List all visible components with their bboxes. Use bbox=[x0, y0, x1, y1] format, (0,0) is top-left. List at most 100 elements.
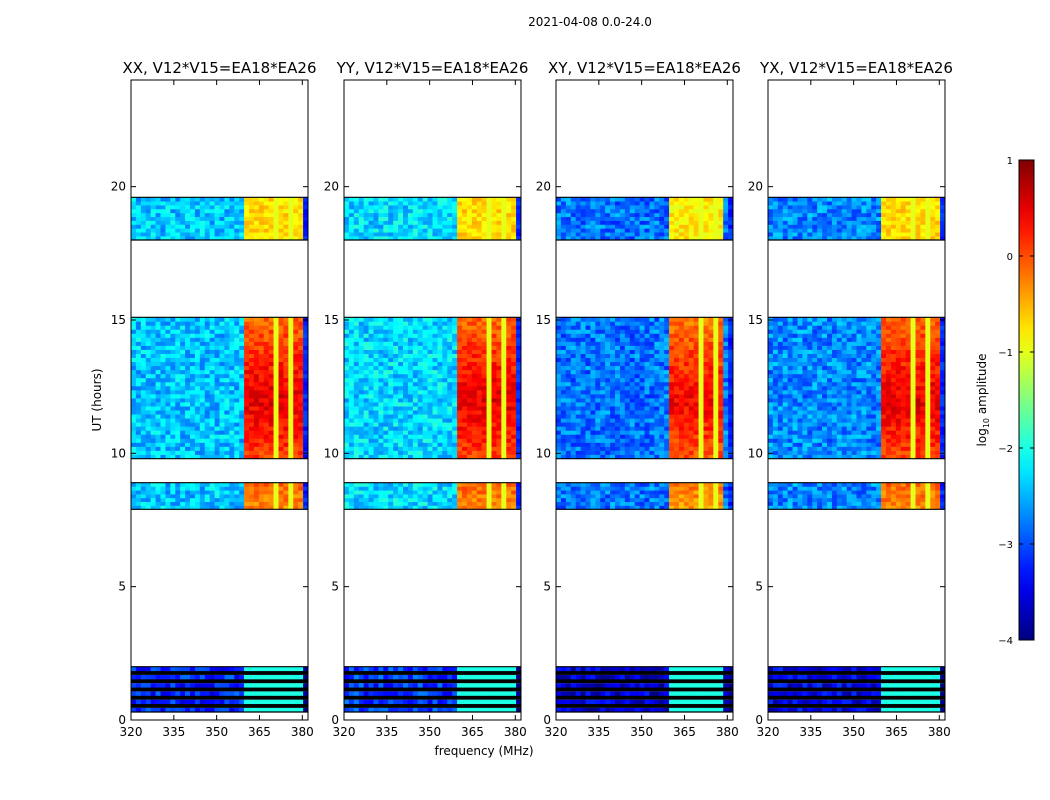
heatmap-cell bbox=[447, 236, 453, 241]
heatmap-cell bbox=[466, 381, 473, 387]
heatmap-cell bbox=[145, 365, 151, 371]
heatmap-cell bbox=[353, 224, 360, 229]
heatmap-cell bbox=[378, 216, 384, 221]
heatmap-cell bbox=[462, 377, 468, 383]
heatmap-cell bbox=[175, 317, 181, 322]
heatmap-cell bbox=[516, 505, 522, 510]
heatmap-cell bbox=[298, 430, 304, 435]
heatmap-cell bbox=[590, 699, 596, 705]
heatmap-cell bbox=[170, 683, 176, 688]
heatmap-cell bbox=[131, 442, 137, 447]
heatmap-cell bbox=[283, 422, 289, 427]
heatmap-cell bbox=[288, 373, 294, 379]
heatmap-cell bbox=[442, 321, 448, 326]
heatmap-cell bbox=[214, 426, 220, 431]
heatmap-cell bbox=[258, 381, 265, 387]
heatmap-cell bbox=[373, 414, 379, 419]
heatmap-cell bbox=[131, 345, 137, 350]
heatmap-cell bbox=[194, 390, 201, 395]
heatmap-cell bbox=[471, 699, 478, 705]
heatmap-cell bbox=[175, 505, 181, 510]
heatmap-cell bbox=[368, 430, 374, 435]
heatmap-cell bbox=[378, 228, 384, 233]
heatmap-cell bbox=[224, 490, 230, 495]
heatmap-cell bbox=[229, 394, 235, 399]
heatmap-cell bbox=[239, 349, 245, 354]
heatmap-cell bbox=[432, 224, 438, 229]
heatmap-cell bbox=[407, 212, 414, 218]
heatmap-cell bbox=[585, 454, 591, 459]
heatmap-cell bbox=[214, 321, 220, 326]
heatmap-cell bbox=[486, 674, 492, 680]
heatmap-cell bbox=[669, 505, 675, 510]
heatmap-cell bbox=[605, 486, 611, 491]
heatmap-cell bbox=[462, 505, 468, 510]
heatmap-cell bbox=[190, 385, 196, 391]
heatmap-cell bbox=[501, 357, 507, 363]
heatmap-cell bbox=[180, 212, 186, 218]
heatmap-cell bbox=[219, 224, 225, 229]
heatmap-cell bbox=[239, 707, 245, 713]
heatmap-cell bbox=[170, 699, 176, 705]
heatmap-cell bbox=[278, 390, 284, 395]
heatmap-cell bbox=[155, 345, 161, 350]
heatmap-cell bbox=[135, 325, 142, 330]
heatmap-cell bbox=[353, 434, 360, 439]
panel-title: YY, V12*V15=EA18*EA26 bbox=[336, 59, 529, 77]
heatmap-cell bbox=[253, 406, 260, 411]
heatmap-cell bbox=[278, 666, 284, 672]
heatmap-cell bbox=[516, 365, 522, 371]
heatmap-cell bbox=[234, 426, 240, 431]
heatmap-cell bbox=[204, 446, 210, 451]
heatmap-cell bbox=[155, 707, 161, 713]
heatmap-cell bbox=[393, 216, 399, 221]
heatmap-cell bbox=[398, 494, 404, 499]
heatmap-cell bbox=[244, 486, 250, 491]
heatmap-cell bbox=[516, 321, 522, 326]
heatmap-cell bbox=[288, 325, 294, 330]
heatmap-cell bbox=[570, 486, 576, 491]
heatmap-cell bbox=[363, 446, 369, 451]
heatmap-cell bbox=[659, 505, 665, 510]
heatmap-cell bbox=[491, 236, 497, 241]
heatmap-cell bbox=[629, 438, 635, 443]
heatmap-cell bbox=[131, 321, 137, 326]
heatmap-cell bbox=[580, 707, 586, 713]
heatmap-cell bbox=[403, 494, 409, 499]
heatmap-cell bbox=[258, 505, 265, 510]
heatmap-cell bbox=[135, 212, 142, 218]
heatmap-cell bbox=[486, 333, 492, 338]
heatmap-cell bbox=[160, 691, 166, 696]
heatmap-cell bbox=[471, 418, 478, 423]
heatmap-cell bbox=[288, 442, 294, 447]
heatmap-cell bbox=[560, 442, 567, 447]
heatmap-cell bbox=[190, 381, 196, 387]
heatmap-cell bbox=[407, 497, 414, 503]
heatmap-cell bbox=[491, 205, 497, 210]
heatmap-cell bbox=[268, 216, 274, 221]
heatmap-cell bbox=[575, 505, 581, 510]
heatmap-cell bbox=[393, 345, 399, 350]
heatmap-cell bbox=[373, 497, 379, 503]
heatmap-cell bbox=[258, 212, 265, 218]
y-tick-label: 15 bbox=[324, 313, 339, 327]
heatmap-cell bbox=[678, 490, 685, 495]
heatmap-cell bbox=[135, 494, 142, 499]
heatmap-cell bbox=[368, 683, 374, 688]
heatmap-cell bbox=[288, 345, 294, 350]
heatmap-cell bbox=[135, 691, 142, 696]
heatmap-cell bbox=[278, 369, 284, 375]
heatmap-cell bbox=[209, 224, 215, 229]
heatmap-cell bbox=[348, 426, 355, 431]
heatmap-cell bbox=[393, 497, 399, 503]
heatmap-cell bbox=[383, 337, 389, 342]
heatmap-cell bbox=[344, 365, 350, 371]
heatmap-cell bbox=[491, 232, 497, 237]
heatmap-cell bbox=[135, 394, 142, 399]
heatmap-cell bbox=[353, 220, 360, 225]
heatmap-cell bbox=[224, 438, 230, 443]
heatmap-cell bbox=[160, 216, 166, 221]
heatmap-cell bbox=[432, 422, 438, 427]
heatmap-cell bbox=[403, 406, 409, 411]
heatmap-cell bbox=[634, 438, 640, 443]
